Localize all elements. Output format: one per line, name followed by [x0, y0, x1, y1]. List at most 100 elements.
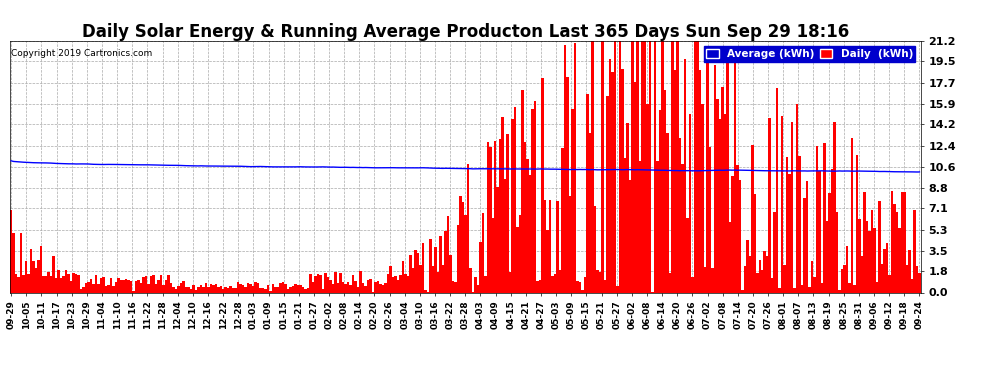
Bar: [911, 279, 913, 292]
Bar: [766, 256, 768, 292]
Bar: [507, 134, 509, 292]
Bar: [502, 117, 504, 292]
Bar: [841, 269, 843, 292]
Bar: [149, 276, 152, 292]
Bar: [404, 274, 407, 292]
Legend: Average (kWh), Daily  (kWh): Average (kWh), Daily (kWh): [704, 46, 916, 62]
Bar: [491, 218, 494, 292]
Bar: [304, 289, 307, 292]
Bar: [449, 255, 451, 292]
Bar: [309, 274, 312, 292]
Bar: [320, 276, 322, 292]
Bar: [821, 283, 824, 292]
Bar: [679, 138, 681, 292]
Bar: [848, 283, 850, 292]
Bar: [279, 283, 282, 292]
Bar: [189, 289, 192, 292]
Bar: [361, 284, 364, 292]
Bar: [661, 41, 663, 292]
Bar: [771, 278, 773, 292]
Bar: [476, 285, 479, 292]
Bar: [883, 249, 886, 292]
Bar: [10, 210, 13, 292]
Bar: [637, 41, 639, 292]
Bar: [230, 286, 232, 292]
Bar: [544, 200, 546, 292]
Bar: [264, 289, 267, 292]
Bar: [440, 236, 442, 292]
Bar: [663, 90, 666, 292]
Bar: [125, 279, 127, 292]
Bar: [776, 87, 778, 292]
Bar: [601, 41, 604, 292]
Bar: [916, 266, 918, 292]
Bar: [624, 158, 627, 292]
Bar: [429, 239, 432, 292]
Bar: [18, 277, 20, 292]
Bar: [783, 265, 786, 292]
Bar: [327, 277, 330, 292]
Bar: [325, 273, 327, 292]
Bar: [92, 284, 95, 292]
Bar: [524, 142, 527, 292]
Bar: [187, 286, 189, 292]
Bar: [38, 261, 40, 292]
Bar: [891, 191, 893, 292]
Bar: [302, 287, 304, 292]
Bar: [382, 285, 384, 292]
Bar: [901, 192, 903, 292]
Bar: [461, 202, 464, 292]
Bar: [845, 246, 848, 292]
Bar: [903, 192, 906, 292]
Bar: [876, 282, 878, 292]
Bar: [850, 138, 853, 292]
Bar: [629, 180, 632, 292]
Bar: [843, 265, 845, 292]
Bar: [43, 276, 45, 292]
Bar: [819, 171, 821, 292]
Bar: [212, 285, 215, 292]
Bar: [834, 122, 836, 292]
Bar: [763, 251, 766, 292]
Bar: [736, 165, 739, 292]
Bar: [464, 215, 466, 292]
Bar: [251, 286, 254, 292]
Bar: [881, 264, 883, 292]
Bar: [719, 119, 721, 292]
Bar: [642, 41, 644, 292]
Bar: [259, 288, 262, 292]
Bar: [704, 267, 706, 292]
Bar: [793, 288, 796, 292]
Bar: [80, 289, 82, 292]
Bar: [90, 279, 92, 292]
Bar: [773, 212, 776, 292]
Bar: [791, 122, 793, 292]
Bar: [387, 274, 389, 292]
Bar: [177, 286, 179, 292]
Bar: [345, 284, 346, 292]
Bar: [731, 176, 734, 292]
Bar: [30, 249, 33, 292]
Bar: [788, 174, 791, 292]
Bar: [164, 280, 167, 292]
Bar: [689, 114, 691, 292]
Bar: [619, 41, 622, 292]
Bar: [566, 77, 569, 292]
Bar: [627, 123, 629, 292]
Bar: [52, 256, 54, 292]
Bar: [586, 94, 589, 292]
Bar: [559, 270, 561, 292]
Bar: [446, 216, 449, 292]
Bar: [67, 274, 69, 292]
Bar: [399, 275, 402, 292]
Bar: [569, 196, 571, 292]
Bar: [45, 276, 48, 292]
Bar: [606, 96, 609, 292]
Bar: [855, 155, 858, 292]
Bar: [778, 288, 781, 292]
Bar: [434, 246, 437, 292]
Bar: [561, 148, 564, 292]
Bar: [346, 282, 349, 292]
Bar: [215, 284, 217, 292]
Bar: [242, 285, 245, 292]
